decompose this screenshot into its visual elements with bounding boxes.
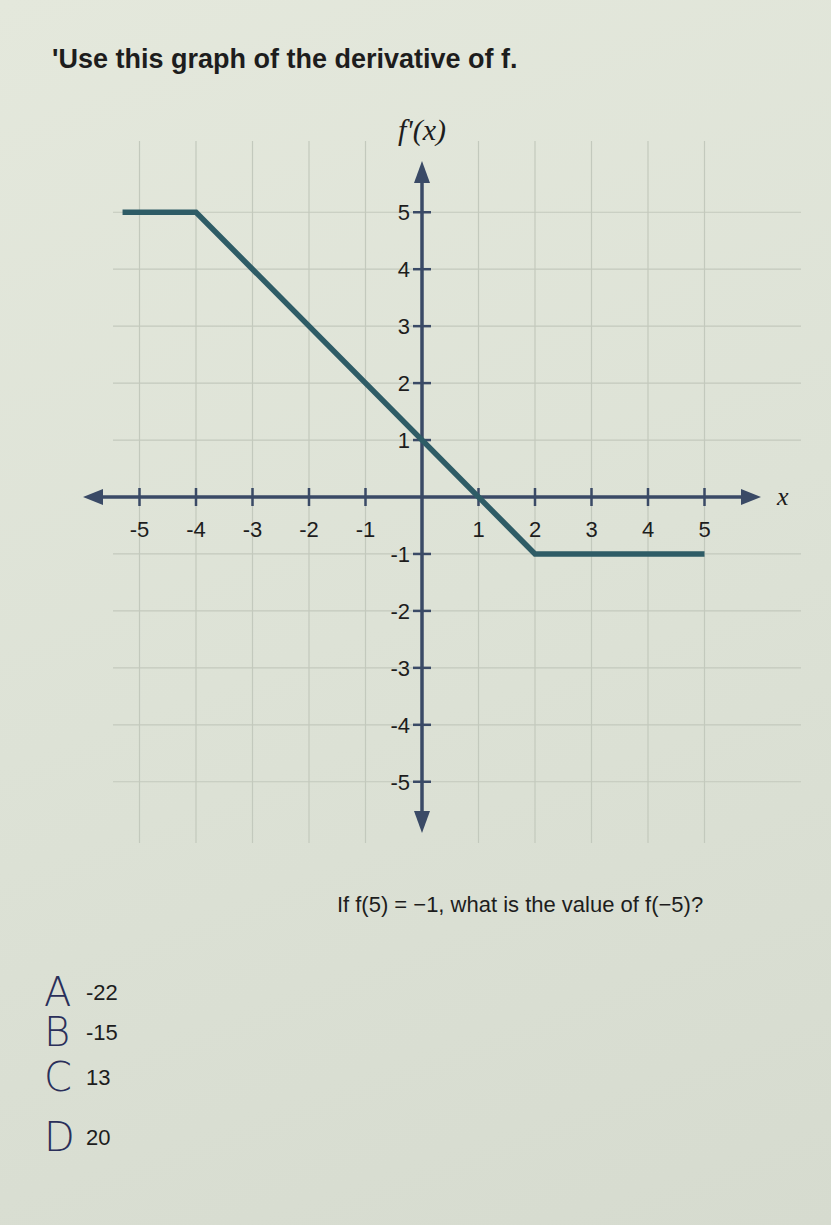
- x-tick: [364, 488, 367, 506]
- y-axis: [420, 175, 424, 819]
- y-tick: [413, 724, 431, 727]
- question: If f(5) = −1, what is the value of f(−5)…: [337, 892, 703, 917]
- grid-line: [113, 667, 801, 668]
- plot-area: [123, 212, 705, 554]
- grid-line: [704, 141, 705, 843]
- grid: [113, 141, 801, 843]
- y-tick-label: -1: [390, 542, 410, 567]
- x-tick-label: -3: [243, 517, 263, 542]
- y-tick-label: 4: [398, 257, 410, 282]
- x-tick: [138, 488, 141, 506]
- x-tick: [647, 488, 650, 506]
- x-tick: [251, 488, 254, 506]
- y-tick-label: -5: [390, 770, 410, 795]
- choice-letter: C: [44, 1054, 72, 1100]
- grid-line: [113, 269, 801, 270]
- x-tick: [703, 488, 706, 506]
- grid-line: [113, 439, 801, 440]
- grid-line: [252, 141, 253, 843]
- y-tick: [413, 382, 431, 385]
- x-axis-label: x: [776, 482, 789, 511]
- x-tick-label: -5: [130, 517, 150, 542]
- grid-line: [113, 326, 801, 327]
- y-tick: [413, 325, 431, 328]
- grid-line: [308, 141, 309, 843]
- grid-line: [195, 141, 196, 843]
- y-tick: [413, 553, 431, 556]
- grid-line: [647, 141, 648, 843]
- y-tick-label: -3: [390, 656, 410, 681]
- y-tick-label: 1: [398, 428, 410, 453]
- x-tick-label: 5: [698, 517, 710, 542]
- axes: -5 -4 -3 -2 -1 1 2 3 4 5 -5 -4 -3 -2 -1 1 2 3 4 5: [83, 161, 761, 833]
- choice-text: 13: [86, 1065, 110, 1090]
- grid-line: [139, 141, 140, 843]
- y-tick: [413, 211, 431, 214]
- derivative-line: [123, 212, 705, 554]
- axis-arrow: [414, 161, 430, 183]
- y-tick: [413, 667, 431, 670]
- x-tick-label: 3: [585, 517, 597, 542]
- y-tick: [413, 780, 431, 783]
- grid-line: [113, 610, 801, 611]
- x-tick: [308, 488, 311, 506]
- x-tick-label: 2: [529, 517, 541, 542]
- grid-line: [591, 141, 592, 843]
- axis-arrow: [414, 811, 430, 833]
- x-tick-label: -4: [186, 517, 206, 542]
- axis-arrow: [83, 489, 103, 505]
- choice-letter: B: [44, 1009, 70, 1055]
- grid-line: [365, 141, 366, 843]
- y-tick-label: -2: [390, 599, 410, 624]
- grid-line: [113, 212, 801, 213]
- grid-line: [113, 383, 801, 384]
- grid-line: [113, 781, 801, 782]
- x-tick: [534, 488, 537, 506]
- choice-text: -22: [86, 980, 118, 1005]
- choice-text: 20: [86, 1125, 110, 1150]
- x-tick: [195, 488, 198, 506]
- y-axis-label: f'(x): [398, 113, 446, 147]
- y-tick-label: 5: [398, 200, 410, 225]
- x-tick-label: -2: [299, 517, 319, 542]
- x-tick-label: 4: [642, 517, 654, 542]
- choice-text: -15: [86, 1020, 118, 1045]
- title: 'Use this graph of the derivative of f.: [52, 44, 518, 74]
- axis-arrow: [741, 489, 761, 505]
- choice-letter: D: [44, 1114, 75, 1160]
- page: 'Use this graph of the derivative of f. -…: [0, 0, 831, 1225]
- grid-line: [478, 141, 479, 843]
- x-tick: [590, 488, 593, 506]
- x-tick-label: -1: [356, 517, 376, 542]
- y-tick: [413, 268, 431, 271]
- x-tick-label: 1: [472, 517, 484, 542]
- grid-line: [534, 141, 535, 843]
- y-tick-label: 2: [398, 371, 410, 396]
- y-tick: [413, 610, 431, 613]
- grid-line: [113, 724, 801, 725]
- y-tick-label: 3: [398, 314, 410, 339]
- y-tick-label: -4: [390, 713, 410, 738]
